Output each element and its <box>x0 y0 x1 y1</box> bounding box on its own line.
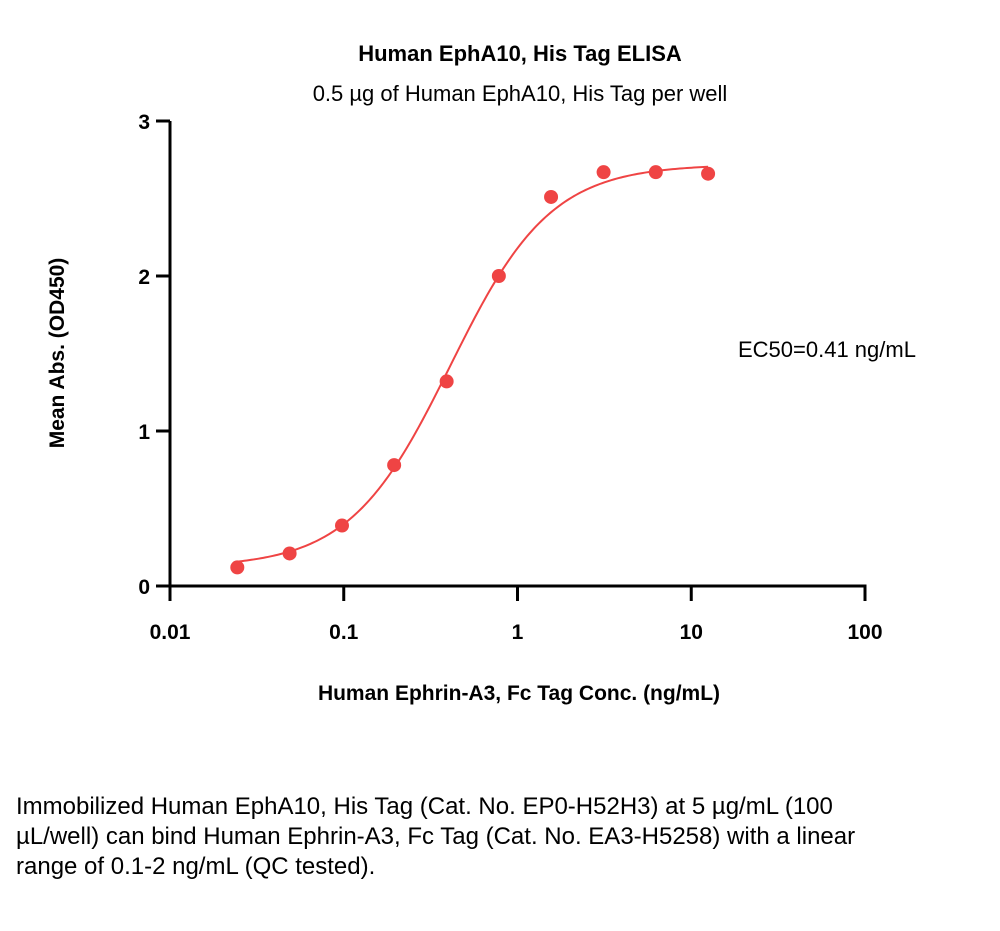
y-tick-label: 3 <box>138 111 150 134</box>
axes: 0 1 2 3 0.01 0.1 1 10 100 <box>138 111 882 644</box>
data-point <box>334 518 349 533</box>
x-axis-title: Human Ephrin-A3, Fc Tag Conc. (ng/mL) <box>318 682 720 705</box>
data-point <box>439 374 454 389</box>
data-point <box>387 458 402 473</box>
x-tick-label: 10 <box>680 621 703 644</box>
data-point <box>596 165 611 180</box>
elisa-chart: Human EphA10, His Tag ELISA 0.5 µg of Hu… <box>46 41 916 705</box>
data-point <box>282 546 297 561</box>
data-points <box>230 165 716 575</box>
y-tick-label: 2 <box>138 266 150 289</box>
x-tick-label: 0.01 <box>150 621 191 644</box>
data-point <box>230 560 245 575</box>
chart-title: Human EphA10, His Tag ELISA <box>358 41 682 66</box>
data-point <box>491 269 506 283</box>
y-axis-title: Mean Abs. (OD450) <box>46 258 69 449</box>
fit-curve-layer <box>237 165 709 563</box>
fit-curve <box>237 165 709 563</box>
y-tick-label: 1 <box>138 421 150 444</box>
data-point <box>701 166 716 181</box>
ec50-annotation: EC50=0.41 ng/mL <box>738 337 916 362</box>
x-tick-label: 0.1 <box>329 621 359 644</box>
x-tick-label: 1 <box>512 621 524 644</box>
figure-caption: Immobilized Human EphA10, His Tag (Cat. … <box>16 793 856 880</box>
data-point <box>544 189 559 204</box>
data-point <box>648 165 663 180</box>
y-tick-label: 0 <box>138 576 150 599</box>
chart-subtitle: 0.5 µg of Human EphA10, His Tag per well <box>313 81 728 106</box>
x-tick-label: 100 <box>847 621 882 644</box>
